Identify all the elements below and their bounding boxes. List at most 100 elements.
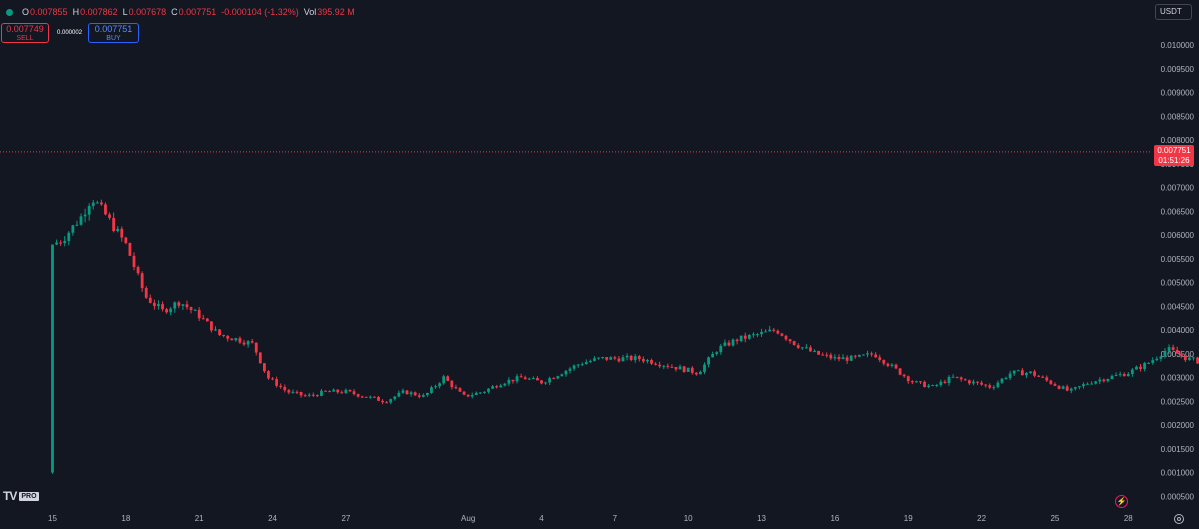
candle-body [988,385,992,388]
candle-body [177,302,181,306]
candle-body [951,376,955,378]
candle-body [878,357,882,360]
candle-body [405,390,409,395]
candle-body [984,384,988,386]
price-tick-label: 0.003500 [1161,350,1195,359]
candle-body [821,354,825,356]
candle-body [108,214,111,218]
candle-body [1126,374,1130,377]
candle-body [1078,386,1081,388]
candle-body [491,386,494,389]
candle-body [662,365,666,367]
candle-body [336,389,340,393]
candle-body [132,255,136,268]
candle-body [527,378,531,380]
candle-body [959,377,963,380]
currency-selector[interactable]: USDT [1155,4,1192,20]
high-value: 0.007862 [80,7,118,17]
price-tick-label: 0.009000 [1161,89,1195,98]
candle-body [796,345,800,348]
tradingview-logo[interactable]: TV PRO [3,489,39,503]
price-tick-label: 0.005000 [1161,279,1195,288]
time-tick-label: 18 [121,514,130,523]
candle-body [817,350,820,355]
candle-body [397,392,401,397]
candle-body [923,381,926,388]
price-tick-label: 0.009500 [1161,65,1195,74]
price-tick-label: 0.004000 [1161,326,1195,335]
candle-body [625,355,629,358]
candle-body [1086,383,1089,385]
lightning-icon[interactable]: ⚡ [1115,495,1128,508]
candle-body [837,357,841,360]
candle-body [120,228,124,238]
candle-body [1082,384,1085,387]
candle-body [809,347,812,352]
candle-body [344,389,348,393]
status-dot [6,8,13,16]
candle-body [430,387,433,393]
candle-body [613,357,617,359]
price-tick-label: 0.000500 [1161,492,1195,501]
last-price-tag: 0.007751 01:51:26 [1154,145,1194,166]
candle-body [1130,369,1134,375]
candle-body [483,391,486,393]
candle-body [295,391,299,393]
candle-body [882,359,886,364]
candle-body [752,334,755,336]
candle-body [320,390,323,396]
candle-body [910,381,914,383]
candles [51,199,1199,474]
gear-icon[interactable] [1174,514,1184,524]
candle-body [919,381,922,383]
candle-body [1183,355,1187,361]
candle-body [95,202,99,204]
candle-body [75,224,79,226]
candle-body [238,338,242,343]
candle-body [1053,383,1057,386]
time-tick-label: 7 [613,514,618,523]
candle-body [857,354,861,357]
candle-body [79,216,83,225]
candle-body [727,342,731,346]
candle-body [124,237,128,244]
candle-body [772,329,776,331]
candle-body [641,358,645,362]
candle-body [682,366,686,372]
candle-body [507,379,511,384]
candle-body [943,381,947,384]
candle-body [299,391,303,396]
candle-body [1000,378,1004,383]
candle-body [91,202,95,206]
candle-body [523,377,527,380]
candle-body [519,376,523,378]
candle-body [690,367,694,373]
candle-body [609,357,613,360]
candle-body [654,363,657,365]
candle-body [597,357,600,359]
candle-body [955,376,959,378]
candle-body [104,204,107,215]
candle-body [377,396,380,401]
candle-body [324,390,327,392]
candle-body [939,381,943,385]
candle-body [242,342,246,345]
price-tick-label: 0.010000 [1161,41,1195,50]
candle-body [246,341,250,345]
candle-body [756,334,759,336]
sell-button[interactable]: 0.007749 SELL [1,23,49,43]
time-tick-label: 4 [539,514,544,523]
candle-body [1025,372,1028,376]
candle-body [1143,363,1146,369]
candle-body [780,333,784,336]
candle-body [214,329,217,331]
time-tick-label: Aug [461,514,475,523]
open-value: 0.007855 [30,7,68,17]
candle-body [1094,381,1098,384]
candle-body [1118,374,1122,376]
candle-body [1171,347,1175,350]
buy-button[interactable]: 0.007751 BUY [88,23,139,43]
time-tick-label: 15 [48,514,57,523]
candle-body [870,353,873,355]
